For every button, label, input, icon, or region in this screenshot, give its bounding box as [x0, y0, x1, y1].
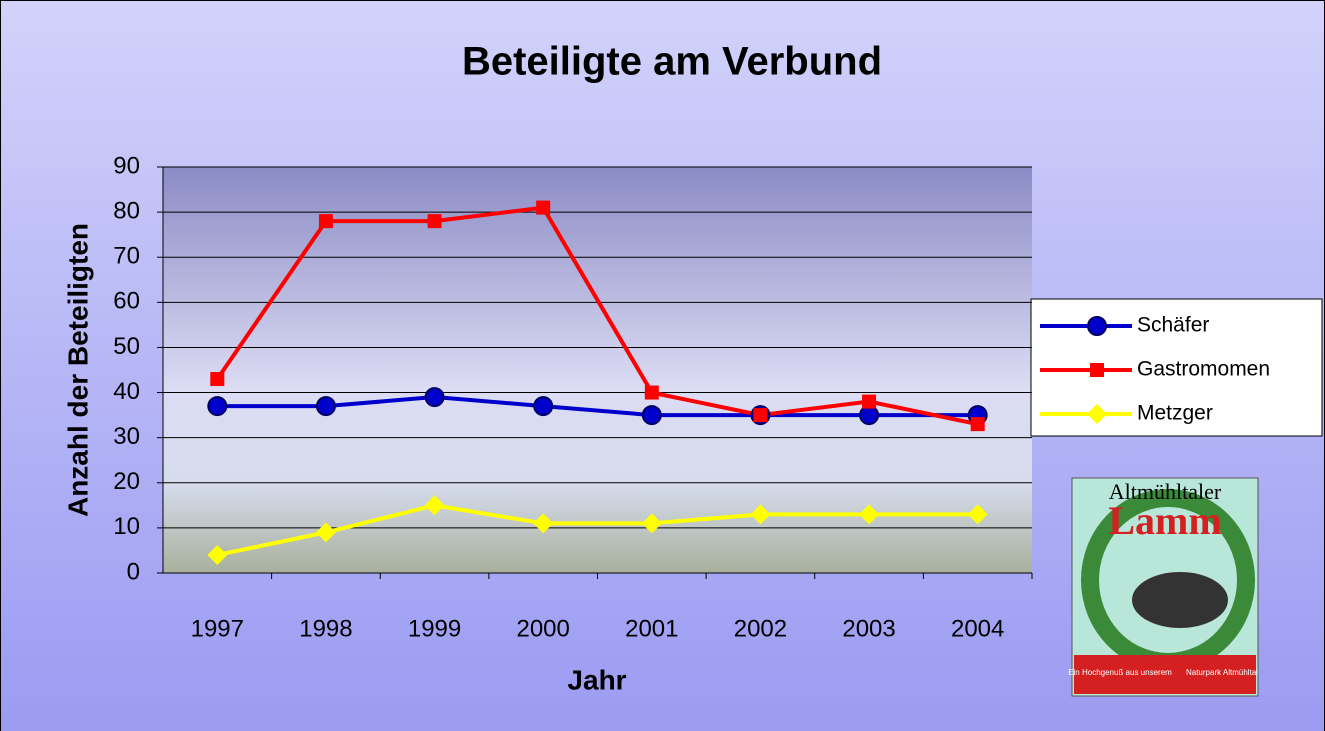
logo-text: Ein Hochgenuß aus unserem: [1068, 668, 1172, 677]
x-tick-label: 2004: [951, 615, 1004, 642]
logo-text: Naturpark Altmühltal: [1186, 668, 1258, 677]
marker: [208, 397, 226, 415]
x-tick-label: 2001: [625, 615, 678, 642]
logo-text: Lamm: [1108, 498, 1221, 543]
y-tick-label: 0: [127, 558, 140, 585]
marker: [643, 406, 661, 424]
plot-area: [163, 167, 1032, 573]
y-tick-label: 90: [113, 152, 140, 179]
legend-label: Schäfer: [1137, 314, 1209, 337]
y-tick-label: 30: [113, 423, 140, 450]
y-tick-label: 50: [113, 333, 140, 360]
marker: [319, 214, 333, 228]
marker: [862, 395, 876, 409]
y-tick-label: 80: [113, 197, 140, 224]
marker: [210, 372, 224, 386]
marker: [428, 214, 442, 228]
marker: [534, 397, 552, 415]
y-tick-label: 10: [113, 513, 140, 540]
legend-label: Gastromomen: [1137, 358, 1270, 381]
y-tick-label: 60: [113, 288, 140, 315]
x-tick-label: 2002: [734, 615, 787, 642]
y-tick-label: 70: [113, 243, 140, 270]
marker: [536, 201, 550, 215]
x-tick-label: 1998: [299, 615, 352, 642]
marker: [317, 397, 335, 415]
legend-label: Metzger: [1137, 402, 1213, 425]
marker: [971, 417, 985, 431]
x-tick-label: 1999: [408, 615, 461, 642]
logo: Altmühltaler Lamm Ein Hochgenuß aus unse…: [1068, 478, 1258, 696]
marker: [426, 388, 444, 406]
y-tick-label: 40: [113, 378, 140, 405]
y-tick-label: 20: [113, 468, 140, 495]
marker: [753, 408, 767, 422]
marker: [1090, 363, 1104, 377]
chart-title: Beteiligte am Verbund: [462, 40, 882, 84]
y-axis-label: Anzahl der Beteiligten: [62, 223, 93, 517]
logo-sheep: [1132, 572, 1228, 628]
x-tick-label: 2003: [842, 615, 895, 642]
chart: Beteiligte am Verbund Jahr Anzahl der Be…: [0, 0, 1325, 731]
x-axis-label: Jahr: [567, 664, 626, 695]
marker: [645, 386, 659, 400]
marker: [860, 406, 878, 424]
marker: [1088, 317, 1106, 335]
x-tick-label: 1997: [191, 615, 244, 642]
x-tick-label: 2000: [516, 615, 569, 642]
